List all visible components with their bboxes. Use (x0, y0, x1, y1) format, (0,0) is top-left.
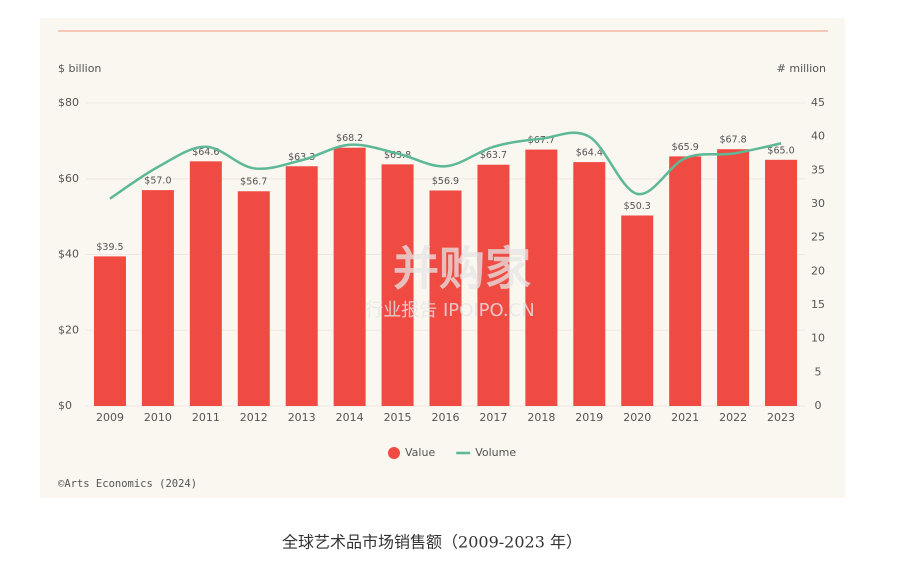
x-tick-label: 2014 (336, 411, 364, 424)
x-tick-label: 2016 (432, 411, 460, 424)
y-tick-label: $40 (58, 248, 79, 261)
value-label: $67.8 (719, 135, 746, 146)
y2-tick-label: 45 (811, 96, 825, 109)
y2-tick-label: 15 (811, 298, 825, 311)
value-label: $57.0 (144, 176, 171, 187)
value-label: $63.8 (384, 150, 411, 161)
bar (189, 161, 222, 406)
x-tick-label: 2010 (144, 411, 172, 424)
y-tick-label: $60 (58, 172, 79, 185)
x-tick-label: 2022 (719, 411, 747, 424)
y2-tick-label: 0 (815, 399, 822, 412)
bar (381, 164, 414, 406)
y2-tick-label: 35 (811, 163, 825, 176)
value-label: $64.6 (192, 147, 219, 158)
x-tick-label: 2012 (240, 411, 268, 424)
y-axis-label: $ billion (58, 62, 101, 75)
value-label: $63.3 (288, 152, 315, 163)
bar (285, 166, 318, 406)
y-tick-label: $0 (58, 399, 72, 412)
bar (669, 156, 702, 406)
bar (93, 256, 126, 406)
caption: 全球艺术品市场销售额（2009-2023 年） (282, 533, 582, 552)
value-label: $63.7 (480, 150, 507, 161)
value-label: $65.0 (767, 145, 794, 156)
bar (621, 215, 654, 406)
y-tick-label: $20 (58, 323, 79, 336)
y2-tick-label: 30 (811, 197, 825, 210)
bar (477, 164, 510, 406)
bar (429, 190, 462, 406)
x-tick-label: 2020 (623, 411, 651, 424)
source: ©Arts Economics (2024) (58, 478, 197, 490)
y-tick-label: $80 (58, 96, 79, 109)
bar (333, 147, 366, 406)
bar (717, 149, 750, 406)
x-tick-label: 2023 (767, 411, 795, 424)
bar (237, 191, 270, 406)
line (109, 131, 782, 200)
legend-swatch (388, 447, 400, 459)
legend-label: Value (405, 446, 435, 459)
x-tick-label: 2009 (96, 411, 124, 424)
bar (141, 190, 174, 406)
x-tick-label: 2021 (671, 411, 699, 424)
value-label: $39.5 (96, 242, 123, 253)
legend-label: Volume (475, 446, 516, 459)
value-label: $50.3 (624, 201, 651, 212)
value-label: $56.7 (240, 177, 267, 188)
x-tick-label: 2017 (479, 411, 507, 424)
bar (525, 149, 558, 406)
value-label: $65.9 (672, 142, 699, 153)
bar (765, 159, 798, 406)
x-tick-label: 2018 (527, 411, 555, 424)
y2-tick-label: 40 (811, 130, 825, 143)
value-label: $64.4 (576, 148, 603, 159)
value-label: $68.2 (336, 133, 363, 144)
y2-axis-label: # million (777, 62, 826, 75)
value-label: $67.7 (528, 135, 555, 146)
y2-tick-label: 20 (811, 264, 825, 277)
x-tick-label: 2013 (288, 411, 316, 424)
y2-tick-label: 25 (811, 231, 825, 244)
value-label: $56.9 (432, 176, 459, 187)
x-tick-label: 2015 (384, 411, 412, 424)
y2-tick-label: 10 (811, 332, 825, 345)
watermark-subtitle: 行业报告 IPOIPO.CN (365, 300, 534, 321)
y2-tick-label: 5 (815, 365, 822, 378)
watermark-title: 并购家 (393, 242, 531, 296)
bar (573, 162, 606, 406)
x-tick-label: 2019 (575, 411, 603, 424)
x-tick-label: 2011 (192, 411, 220, 424)
